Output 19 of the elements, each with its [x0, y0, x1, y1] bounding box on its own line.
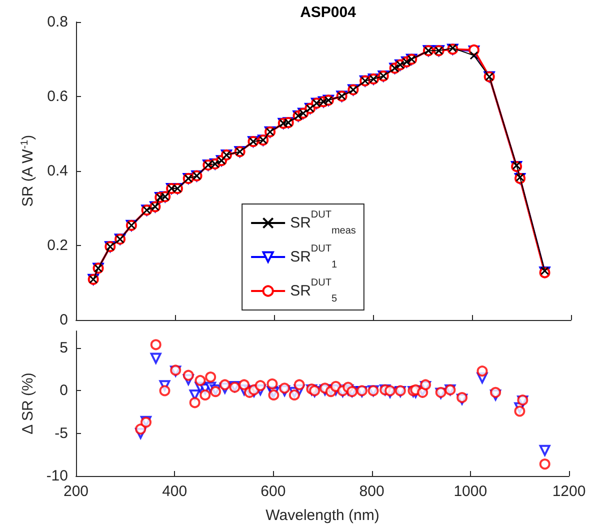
y-axis-title: Δ SR (%)	[19, 372, 36, 434]
y-tick-label: 0	[60, 312, 68, 328]
y-tick-label: -10	[46, 468, 68, 484]
x-tick-label: 200	[63, 483, 89, 500]
y-tick-label: 0.4	[47, 162, 68, 180]
chart-title: ASP004	[300, 4, 357, 21]
x-tick-label: 400	[162, 483, 188, 500]
x-tick-label: 600	[260, 483, 286, 500]
x-tick-label: 1000	[454, 483, 488, 500]
y-tick-label: 5	[60, 340, 68, 357]
y-tick-label: 0.8	[47, 14, 68, 30]
y-tick-label: -5	[54, 424, 68, 442]
x-tick-label: 1200	[552, 483, 586, 500]
y-axis-title: SR (A W-1)	[20, 134, 36, 207]
x-axis-title: Wavelength (nm)	[266, 507, 380, 524]
y-tick-label: 0.6	[47, 88, 68, 105]
y-tick-label: 0	[60, 382, 68, 400]
x-tick-label: 800	[359, 483, 384, 500]
y-tick-label: 0.2	[47, 237, 68, 254]
